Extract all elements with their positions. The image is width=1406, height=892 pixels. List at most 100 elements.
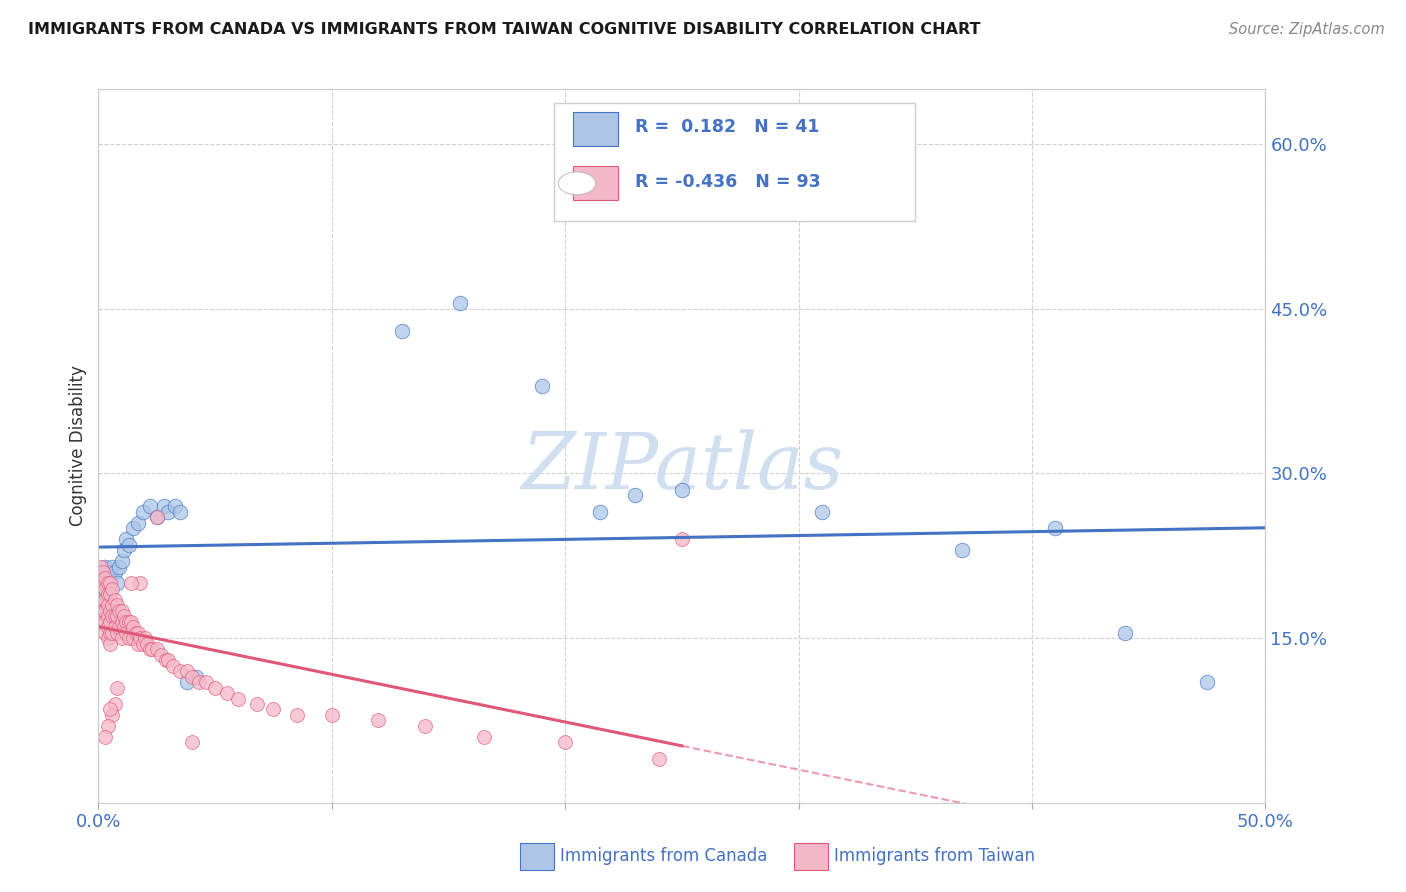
Point <box>104 592 127 607</box>
Point <box>157 653 180 667</box>
Point <box>94 559 117 574</box>
Point <box>136 637 159 651</box>
Point <box>139 642 162 657</box>
Point <box>132 505 155 519</box>
Point <box>94 625 117 640</box>
Point <box>554 735 576 749</box>
Point <box>228 691 250 706</box>
Point <box>449 296 471 310</box>
Point <box>108 604 131 618</box>
Point <box>94 576 117 591</box>
Point <box>112 620 135 634</box>
Point <box>176 664 198 678</box>
Point <box>97 719 120 733</box>
Point <box>285 708 308 723</box>
Point <box>115 533 138 547</box>
Point <box>122 631 145 645</box>
Point <box>134 631 156 645</box>
Point <box>101 598 124 612</box>
Point <box>1195 675 1218 690</box>
Point <box>97 598 120 612</box>
Point <box>215 686 238 700</box>
Point <box>105 576 128 591</box>
Point <box>157 505 180 519</box>
Point <box>105 681 128 695</box>
Point <box>321 708 343 723</box>
Point <box>98 625 121 640</box>
FancyBboxPatch shape <box>574 166 617 200</box>
Point <box>97 587 120 601</box>
Point <box>90 566 112 580</box>
Point <box>90 598 112 612</box>
Point <box>246 697 269 711</box>
Point <box>127 625 149 640</box>
Point <box>150 648 173 662</box>
Point <box>111 631 134 645</box>
Point <box>950 543 973 558</box>
Point <box>120 615 142 629</box>
Point <box>1045 521 1067 535</box>
Text: Immigrants from Canada: Immigrants from Canada <box>560 847 766 865</box>
Point <box>97 576 120 591</box>
Point <box>118 538 141 552</box>
Point <box>94 615 117 629</box>
Point <box>165 500 187 514</box>
Point <box>97 631 120 645</box>
Point <box>671 533 693 547</box>
Point <box>91 566 114 580</box>
Point <box>139 500 162 514</box>
Point <box>90 576 112 591</box>
Point <box>98 604 121 618</box>
Point <box>97 609 120 624</box>
Point <box>91 576 114 591</box>
Point <box>146 510 169 524</box>
Point <box>91 571 114 585</box>
Point <box>186 669 208 683</box>
Point <box>98 566 121 580</box>
Point <box>180 735 202 749</box>
Point <box>204 681 226 695</box>
Point <box>101 582 124 596</box>
Point <box>94 604 117 618</box>
Text: ZIPatlas: ZIPatlas <box>520 429 844 506</box>
Point <box>91 615 114 629</box>
Text: Source: ZipAtlas.com: Source: ZipAtlas.com <box>1229 22 1385 37</box>
Point <box>122 620 145 634</box>
Point <box>98 637 121 651</box>
Point <box>90 559 112 574</box>
Point <box>1114 625 1136 640</box>
Point <box>155 653 177 667</box>
Point <box>187 675 209 690</box>
Point <box>122 521 145 535</box>
Point <box>104 620 127 634</box>
Point <box>120 576 142 591</box>
Text: IMMIGRANTS FROM CANADA VS IMMIGRANTS FROM TAIWAN COGNITIVE DISABILITY CORRELATIO: IMMIGRANTS FROM CANADA VS IMMIGRANTS FRO… <box>28 22 980 37</box>
Point <box>115 615 138 629</box>
Point <box>98 582 121 596</box>
Point <box>162 658 184 673</box>
Point <box>125 625 148 640</box>
Point <box>105 625 128 640</box>
Text: R = -0.436   N = 93: R = -0.436 N = 93 <box>636 173 821 191</box>
Point <box>108 559 131 574</box>
Point <box>98 615 121 629</box>
Point <box>94 592 117 607</box>
Point <box>104 697 127 711</box>
Point <box>101 609 124 624</box>
Point <box>111 554 134 568</box>
Point <box>118 631 141 645</box>
Point <box>391 324 413 338</box>
Point <box>104 566 127 580</box>
Point <box>97 620 120 634</box>
Point <box>194 675 217 690</box>
Point <box>176 675 198 690</box>
Point <box>105 609 128 624</box>
Text: Immigrants from Taiwan: Immigrants from Taiwan <box>834 847 1035 865</box>
Point <box>530 378 553 392</box>
Point <box>647 752 669 766</box>
Point <box>98 587 121 601</box>
Point <box>367 714 389 728</box>
Point <box>91 592 114 607</box>
Point <box>141 642 163 657</box>
Point <box>90 587 112 601</box>
